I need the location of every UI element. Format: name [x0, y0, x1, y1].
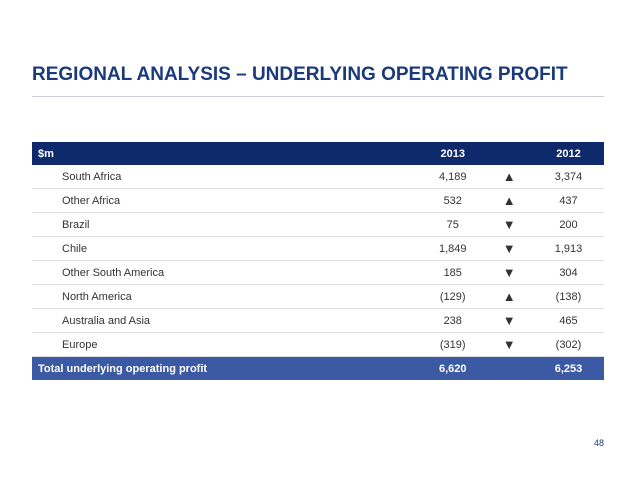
title-divider	[32, 96, 604, 97]
arrow-up-icon: ▲	[485, 284, 533, 309]
table-header-row: $m 2013 2012	[32, 142, 604, 165]
page-number: 48	[593, 438, 604, 448]
value-2013: 75	[420, 212, 486, 237]
total-2013: 6,620	[420, 356, 486, 380]
table-row: South Africa 4,189 ▲ 3,374	[32, 165, 604, 189]
arrow-down-icon: ▼	[485, 308, 533, 333]
value-2012: 437	[533, 188, 604, 213]
value-2013: (319)	[420, 332, 486, 357]
arrow-down-icon: ▼	[485, 260, 533, 285]
table-row: Australia and Asia 238 ▼ 465	[32, 308, 604, 333]
region-label: South Africa	[32, 165, 421, 189]
value-2012: 304	[533, 260, 604, 285]
region-label: Other South America	[32, 260, 421, 285]
value-2013: 238	[420, 308, 486, 333]
region-label: North America	[32, 284, 421, 309]
total-row: Total underlying operating profit 6,620 …	[32, 356, 604, 380]
value-2012: (302)	[533, 332, 604, 357]
header-trend	[485, 142, 533, 165]
region-label: Australia and Asia	[32, 308, 421, 333]
value-2012: 1,913	[533, 236, 604, 261]
value-2012: (138)	[533, 284, 604, 309]
arrow-up-icon: ▲	[485, 188, 533, 213]
region-label: Europe	[32, 332, 421, 357]
region-label: Chile	[32, 236, 421, 261]
table-row: North America (129) ▲ (138)	[32, 284, 604, 309]
header-unit-label: $m	[32, 142, 421, 165]
page-title: REGIONAL ANALYSIS – UNDERLYING OPERATING…	[32, 64, 568, 85]
value-2013: (129)	[420, 284, 486, 309]
table-row: Other Africa 532 ▲ 437	[32, 188, 604, 213]
header-2012: 2012	[533, 142, 604, 165]
region-label: Brazil	[32, 212, 421, 237]
table-row: Brazil 75 ▼ 200	[32, 212, 604, 237]
value-2012: 200	[533, 212, 604, 237]
profit-table: $m 2013 2012 South Africa 4,189 ▲ 3,374 …	[32, 142, 604, 380]
value-2012: 3,374	[533, 165, 604, 189]
value-2013: 532	[420, 188, 486, 213]
table-row: Chile 1,849 ▼ 1,913	[32, 236, 604, 261]
total-trend	[485, 356, 533, 380]
arrow-down-icon: ▼	[485, 236, 533, 261]
value-2012: 465	[533, 308, 604, 333]
arrow-down-icon: ▼	[485, 332, 533, 357]
region-label: Other Africa	[32, 188, 421, 213]
total-2012: 6,253	[533, 356, 604, 380]
value-2013: 4,189	[420, 165, 486, 189]
header-2013: 2013	[420, 142, 486, 165]
arrow-up-icon: ▲	[485, 165, 533, 189]
table-row: Other South America 185 ▼ 304	[32, 260, 604, 285]
value-2013: 185	[420, 260, 486, 285]
value-2013: 1,849	[420, 236, 486, 261]
total-label: Total underlying operating profit	[32, 356, 421, 380]
table-row: Europe (319) ▼ (302)	[32, 332, 604, 357]
arrow-down-icon: ▼	[485, 212, 533, 237]
